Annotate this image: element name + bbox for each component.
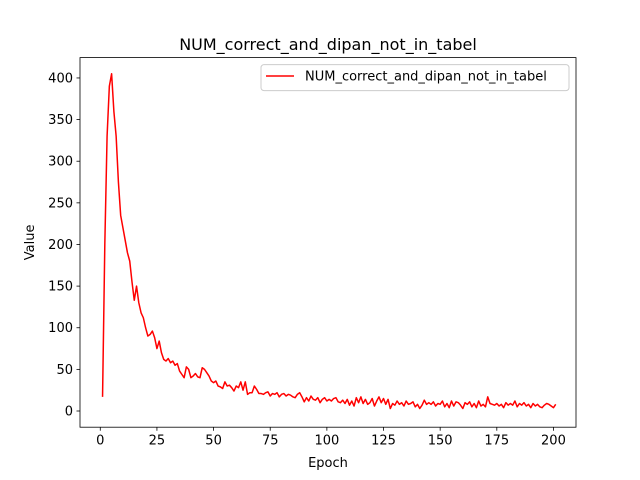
plot-area (80, 57, 576, 428)
x-tick-label: 150 (428, 434, 453, 449)
y-tick-label: 0 (65, 405, 73, 420)
chart-title: NUM_correct_and_dipan_not_in_tabel (179, 35, 477, 55)
x-tick-label: 25 (149, 434, 166, 449)
y-axis-ticks: 0 50 100 150 200 250 300 350 400 (48, 71, 80, 420)
series-line (101, 73, 557, 410)
x-tick-label: 175 (484, 434, 509, 449)
x-tick-label: 0 (96, 434, 104, 449)
legend-label: NUM_correct_and_dipan_not_in_tabel (305, 70, 547, 85)
legend: NUM_correct_and_dipan_not_in_tabel (260, 64, 570, 92)
legend-box (260, 64, 570, 92)
series-layer (101, 73, 557, 410)
y-tick-label: 250 (48, 196, 73, 211)
x-axis-ticks: 0 25 50 75 100 125 150 175 200 (96, 427, 566, 449)
y-axis-label: Value (23, 225, 38, 261)
y-tick-label: 150 (48, 280, 73, 295)
x-tick-label: 50 (205, 434, 222, 449)
y-tick-label: 200 (48, 238, 73, 253)
x-tick-label: 200 (541, 434, 566, 449)
x-tick-label: 100 (314, 434, 339, 449)
x-axis-label: Epoch (308, 456, 348, 471)
plot-frame (79, 57, 577, 428)
x-tick-label: 125 (371, 434, 396, 449)
y-tick-label: 400 (48, 71, 73, 86)
x-tick-label: 75 (262, 434, 279, 449)
y-tick-label: 300 (48, 155, 73, 170)
y-tick-label: 50 (56, 363, 73, 378)
y-tick-label: 100 (48, 321, 73, 336)
y-tick-label: 350 (48, 113, 73, 128)
